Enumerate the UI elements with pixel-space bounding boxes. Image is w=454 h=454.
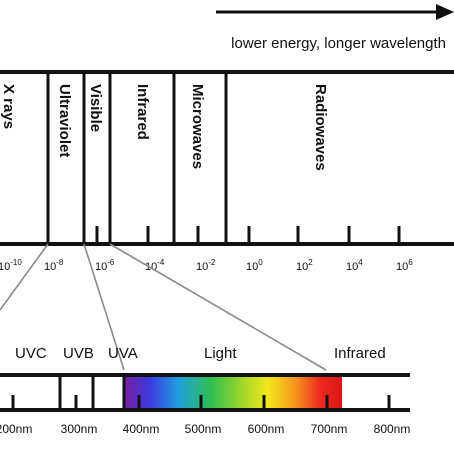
wavelength-tick-label: 10-2	[196, 258, 216, 273]
nm-tick-label: 300nm	[61, 422, 98, 436]
wavelength-tick-label: 104	[346, 258, 363, 273]
uvb-label: UVB	[63, 345, 94, 362]
energy-arrow	[216, 4, 454, 20]
band-label-microwaves: Microwaves	[189, 84, 206, 169]
wavelength-tick-label: 10-6	[95, 258, 115, 273]
band-label-x-rays: X rays	[0, 84, 17, 129]
nm-tick-label: 400nm	[123, 422, 160, 436]
wavelength-tick-label: 10-10	[0, 258, 22, 273]
nm-tick-label: 500nm	[185, 422, 222, 436]
band-label-visible: Visible	[87, 84, 104, 132]
energy-caption: lower energy, longer wavelength	[231, 35, 446, 52]
nm-tick-label: 200nm	[0, 422, 32, 436]
nm-tick-label: 600nm	[248, 422, 285, 436]
uva-label: UVA	[108, 345, 138, 362]
band-label-ultraviolet: Ultraviolet	[56, 84, 73, 157]
wavelength-tick-labels: 10-10 10-8 10-6 10-4 10-2 100 102 104 106	[0, 258, 413, 273]
band-label-radiowaves: Radiowaves	[312, 84, 329, 171]
wavelength-tick-label: 106	[396, 258, 413, 273]
uvc-label: UVC	[15, 345, 47, 362]
upper-spectrum-bar	[0, 70, 454, 246]
band-label-infrared: Infrared	[134, 84, 151, 140]
nm-tick-label: 800nm	[374, 422, 411, 436]
visible-spectrum-gradient	[124, 375, 342, 409]
nm-tick-label: 700nm	[311, 422, 348, 436]
wavelength-tick-label: 102	[296, 258, 313, 273]
light-label: Light	[204, 345, 237, 362]
lower-spectrum-bar	[0, 373, 410, 412]
wavelength-tick-label: 100	[246, 258, 263, 273]
infrared-label: Infrared	[334, 345, 386, 362]
wavelength-tick-label: 10-8	[44, 258, 64, 273]
zoom-connectors	[0, 243, 327, 371]
